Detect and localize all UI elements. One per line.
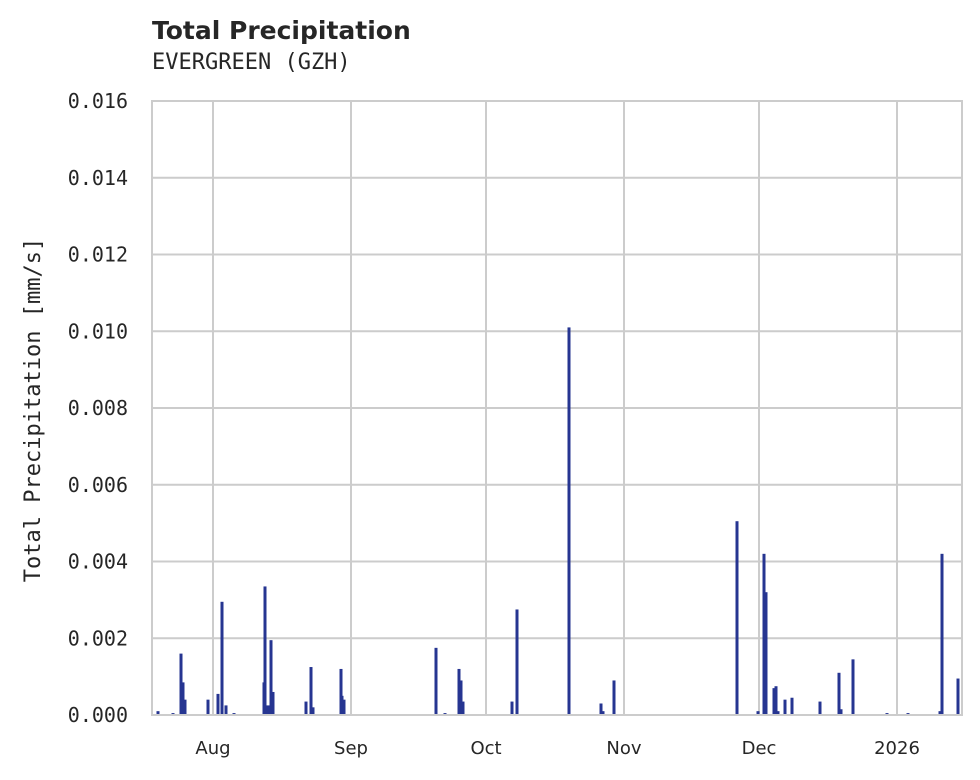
y-tick-label: 0.014 xyxy=(68,166,128,190)
x-tick-label: Sep xyxy=(334,738,368,759)
precip-bar xyxy=(224,705,228,715)
precip-bar xyxy=(459,680,463,715)
y-tick-label: 0.010 xyxy=(68,319,128,343)
precip-bar xyxy=(837,672,841,715)
precip-bar xyxy=(263,586,267,715)
precip-bar xyxy=(461,701,465,715)
precip-bar xyxy=(774,686,778,715)
y-tick-label: 0.012 xyxy=(68,243,128,267)
precip-bar xyxy=(567,327,571,715)
precip-bar xyxy=(340,695,344,715)
chart-title: Total Precipitation xyxy=(152,16,411,45)
x-tick-label: Nov xyxy=(606,738,641,759)
precip-bar xyxy=(311,707,315,715)
precip-bar xyxy=(956,678,960,715)
precip-bar xyxy=(457,668,461,715)
y-tick-label: 0.008 xyxy=(68,396,128,420)
data-bars xyxy=(156,327,960,715)
y-axis-label: Total Precipitation [mm/s] xyxy=(21,238,46,582)
y-tick-label: 0.016 xyxy=(68,89,128,113)
chart-subtitle: EVERGREEN (GZH) xyxy=(152,50,351,75)
precip-bar xyxy=(342,699,346,715)
y-axis-ticks: 0.000 0.002 0.004 0.006 0.008 0.010 0.012 0.014… xyxy=(68,89,128,727)
precip-bar xyxy=(304,701,308,715)
precip-bar xyxy=(599,703,603,715)
precip-bar xyxy=(851,659,855,715)
precip-bar xyxy=(762,553,766,715)
precip-bar xyxy=(434,647,438,715)
plot-frame xyxy=(151,100,963,716)
precip-bar xyxy=(510,701,514,715)
grid-lines xyxy=(152,100,962,716)
precip-bar xyxy=(601,711,605,715)
precip-bar xyxy=(772,688,776,715)
precip-bar xyxy=(156,711,160,715)
precip-bar xyxy=(818,701,822,715)
precip-bar xyxy=(220,601,224,715)
precip-bar xyxy=(181,682,185,715)
precip-bar xyxy=(783,699,787,715)
precip-bar xyxy=(790,697,794,715)
x-tick-label: Oct xyxy=(470,738,501,759)
precip-bar xyxy=(776,711,780,715)
y-tick-label: 0.002 xyxy=(68,626,128,650)
precip-bar xyxy=(206,699,210,715)
precip-bar xyxy=(839,709,843,715)
precip-bar xyxy=(756,711,760,715)
precip-bar xyxy=(183,699,187,715)
precip-bar xyxy=(938,711,942,715)
y-tick-label: 0.000 xyxy=(68,703,128,727)
precip-bar xyxy=(339,668,343,715)
precip-bar xyxy=(612,680,616,715)
precip-bar xyxy=(515,609,519,715)
precip-bar xyxy=(940,553,944,715)
x-tick-label: Aug xyxy=(195,738,230,759)
precip-bar xyxy=(269,640,273,715)
precip-bar xyxy=(764,592,768,715)
precip-bar xyxy=(179,653,183,715)
precip-bar xyxy=(271,691,275,715)
precip-bar xyxy=(309,667,313,715)
x-tick-label: 2026 xyxy=(874,738,920,759)
x-tick-label: Dec xyxy=(742,738,777,759)
y-tick-label: 0.006 xyxy=(68,473,128,497)
precip-bar xyxy=(266,705,270,715)
precip-bar xyxy=(216,693,220,715)
y-tick-label: 0.004 xyxy=(68,550,128,574)
precip-bar xyxy=(735,521,739,715)
x-axis-ticks: Aug Sep Oct Nov Dec 2026 xyxy=(195,738,919,759)
